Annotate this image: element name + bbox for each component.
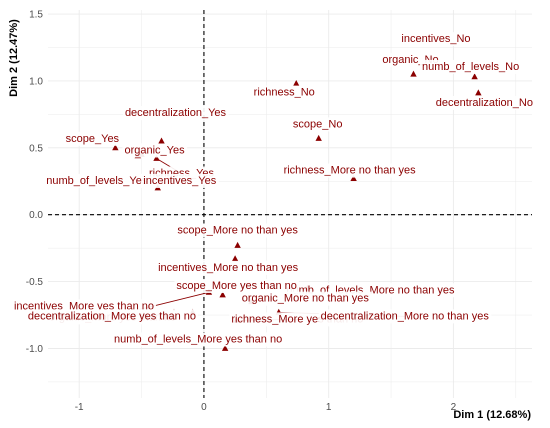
- category-label: incentives_More no than yes: [158, 262, 299, 274]
- y-tick-label: 0.0: [29, 210, 43, 221]
- label-background: [122, 106, 229, 121]
- category-labels: incentives_Noorganic_Nonumb_of_levels_No…: [11, 32, 535, 347]
- category-label: decentralization_More yes than no: [28, 310, 196, 322]
- category-point: [293, 79, 300, 86]
- x-tick-label: 2: [451, 402, 457, 413]
- x-tick-label: 0: [201, 402, 207, 413]
- category-label-group: richness_No: [251, 85, 317, 100]
- category-label: decentralization_No: [436, 97, 533, 109]
- category-label-group: numb_of_levels_More yes than no: [112, 332, 285, 347]
- category-point: [315, 134, 322, 141]
- label-background: [318, 309, 492, 324]
- label-background: [175, 223, 301, 238]
- label-background: [122, 143, 188, 158]
- category-point: [231, 255, 239, 262]
- category-label-group: incentives_More no than yes: [156, 260, 301, 275]
- x-axis-ticks: -1 0 1 2: [75, 402, 457, 413]
- y-tick-label: -0.5: [26, 277, 44, 288]
- category-point: [234, 241, 241, 248]
- category-label: incentives_Yes: [143, 175, 216, 187]
- category-label-group: incentives_No: [399, 32, 473, 47]
- y-axis-title: Dim 2 (12.47%): [8, 19, 20, 97]
- label-background: [251, 85, 317, 100]
- label-background: [433, 95, 535, 110]
- category-label-group: numb_of_levels_Yes: [44, 173, 150, 188]
- y-tick-label: 1.0: [29, 76, 43, 87]
- label-background: [290, 117, 345, 132]
- category-label-group: decentralization_No: [433, 95, 535, 110]
- category-label-group: scope_Yes: [63, 131, 122, 146]
- category-point: [410, 70, 417, 77]
- category-point: [221, 344, 229, 351]
- label-background: [141, 173, 219, 188]
- y-tick-label: 1.5: [29, 10, 43, 21]
- category-point: [475, 89, 482, 96]
- label-background: [25, 309, 199, 324]
- category-label: numb_of_levels_Yes: [46, 175, 148, 187]
- category-label: scope_More yes than no: [176, 280, 296, 292]
- label-background: [156, 260, 301, 275]
- category-label: scope_More no than yes: [177, 224, 298, 236]
- label-background: [44, 173, 150, 188]
- category-label: organic_More no than yes: [242, 293, 370, 305]
- category-point: [350, 174, 357, 181]
- y-tick-label: 0.5: [29, 143, 43, 154]
- category-label: scope_No: [293, 118, 343, 130]
- category-label-group: incentives_Yes: [141, 173, 219, 188]
- category-label: richness_No: [254, 87, 315, 99]
- y-tick-label: -1.0: [26, 344, 44, 355]
- x-tick-label: 1: [326, 402, 332, 413]
- category-label: numb_of_levels_No: [422, 61, 519, 73]
- category-label-group: decentralization_More yes than no: [25, 309, 199, 324]
- category-label-group: scope_More no than yes: [175, 223, 301, 238]
- category-label-group: scope_No: [290, 117, 345, 132]
- category-label-group: decentralization_Yes: [122, 106, 229, 121]
- category-label: decentralization_Yes: [125, 107, 227, 119]
- y-axis-ticks: -1.0 -0.5 0.0 0.5 1.0 1.5: [26, 10, 44, 355]
- category-point: [158, 137, 165, 144]
- category-point: [112, 144, 119, 151]
- category-label: richness_More no than yes: [284, 165, 417, 177]
- x-axis-title: Dim 1 (12.68%): [453, 409, 531, 421]
- category-label: decentralization_More no than yes: [321, 310, 490, 322]
- label-background: [239, 291, 372, 306]
- category-label-group: scope_More yes than no: [174, 278, 299, 293]
- category-label-group: organic_More no than yes: [239, 291, 372, 306]
- category-label-group: organic_Yes: [122, 143, 188, 158]
- label-background: [112, 332, 285, 347]
- label-background: [281, 163, 419, 178]
- category-label-group: numb_of_levels_No: [420, 59, 522, 74]
- category-label: organic_Yes: [124, 144, 185, 156]
- category-label: scope_Yes: [66, 133, 120, 145]
- label-background: [420, 59, 522, 74]
- x-tick-label: -1: [75, 402, 84, 413]
- label-background: [63, 131, 122, 146]
- label-background: [399, 32, 473, 47]
- category-label-group: richness_More no than yes: [281, 163, 419, 178]
- category-label: numb_of_levels_More yes than no: [114, 333, 282, 345]
- category-point: [219, 291, 226, 298]
- category-point: [153, 154, 160, 161]
- category-point: [471, 73, 478, 80]
- category-label: incentives_No: [401, 33, 470, 45]
- category-label-group: decentralization_More no than yes: [318, 309, 492, 324]
- label-background: [174, 278, 299, 293]
